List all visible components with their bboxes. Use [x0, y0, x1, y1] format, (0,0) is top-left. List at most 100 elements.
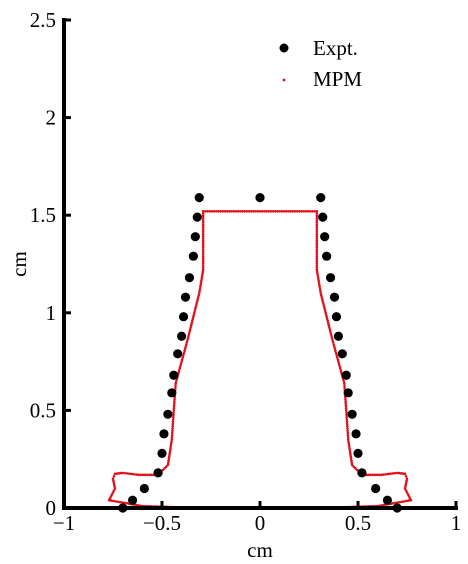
mpm-point — [400, 500, 404, 504]
expt-point — [357, 468, 367, 478]
mpm-point — [315, 266, 319, 269]
mpm-point — [398, 500, 402, 504]
mpm-point — [327, 323, 331, 327]
mpm-point — [409, 498, 413, 502]
mpm-point — [201, 241, 205, 245]
mpm-point — [319, 289, 322, 293]
mpm-point — [330, 336, 334, 340]
mpm-point — [172, 409, 176, 412]
mpm-point — [345, 420, 349, 423]
expt-point — [157, 448, 167, 458]
mpm-point — [344, 399, 347, 403]
mpm-point — [350, 461, 354, 465]
mpm-point — [406, 493, 410, 496]
series-expt — [118, 193, 402, 513]
mpm-point — [172, 402, 176, 405]
mpm-point — [200, 277, 204, 280]
expt-point — [177, 331, 187, 341]
mpm-point — [204, 209, 207, 213]
y-tick-label: 0 — [46, 496, 57, 520]
mpm-point — [170, 438, 174, 441]
mpm-point — [177, 368, 181, 372]
mpm-point — [118, 500, 122, 504]
mpm-point — [116, 500, 120, 504]
mpm-point — [322, 304, 326, 308]
mpm-point — [315, 216, 319, 220]
mpm-point — [181, 356, 185, 359]
mpm-point — [195, 300, 199, 304]
mpm-point — [185, 343, 188, 346]
mpm-point — [201, 252, 205, 256]
mpm-point — [315, 221, 319, 224]
mpm-point — [201, 228, 205, 231]
mpm-point — [391, 502, 395, 505]
mpm-point — [112, 479, 115, 482]
expt-point — [128, 495, 138, 505]
expt-point — [163, 409, 173, 419]
mpm-point — [212, 209, 216, 213]
mpm-point — [348, 451, 352, 454]
mpm-point — [352, 465, 356, 468]
mpm-point — [375, 473, 379, 477]
mpm-point — [405, 479, 408, 482]
mpm-point — [315, 252, 319, 256]
mpm-point — [338, 364, 341, 368]
mpm-point — [397, 471, 401, 475]
mpm-point — [321, 298, 324, 301]
mpm-point — [339, 368, 343, 372]
mpm-point — [243, 209, 246, 213]
mpm-point — [328, 326, 331, 329]
mpm-point — [315, 214, 319, 218]
mpm-point — [404, 474, 408, 478]
mpm-point — [331, 340, 335, 344]
mpm-point — [349, 457, 353, 461]
expt-point — [316, 193, 326, 203]
mpm-point — [201, 261, 205, 265]
mpm-point — [179, 364, 182, 368]
mpm-point — [168, 453, 171, 456]
mpm-point — [315, 237, 319, 240]
mpm-point — [345, 411, 348, 414]
mpm-point — [337, 360, 340, 363]
mpm-point — [267, 209, 271, 213]
mpm-point — [369, 473, 372, 477]
mpm-point — [315, 255, 319, 258]
x-tick-label: 1 — [451, 511, 462, 535]
mpm-point — [239, 209, 242, 213]
mpm-point — [395, 471, 399, 475]
mpm-point — [183, 349, 186, 353]
mpm-point — [324, 313, 328, 316]
mpm-point — [340, 371, 343, 374]
mpm-point — [112, 474, 116, 478]
mpm-point — [389, 472, 392, 476]
mpm-point — [399, 472, 403, 475]
mpm-point — [284, 209, 288, 213]
expt-point — [353, 448, 363, 458]
mpm-point — [304, 209, 308, 213]
mpm-point — [174, 381, 178, 385]
mpm-point — [323, 309, 327, 312]
mpm-point — [201, 225, 205, 229]
mpm-point — [338, 366, 342, 370]
mpm-point — [180, 360, 183, 363]
mpm-point — [201, 216, 205, 220]
y-tick-label: 0.5 — [30, 398, 56, 422]
mpm-point — [173, 397, 176, 401]
expt-point — [139, 483, 149, 494]
expt-point — [255, 193, 265, 203]
mpm-point — [194, 306, 197, 310]
mpm-point — [346, 431, 350, 435]
mpm-point — [113, 487, 117, 490]
mpm-point — [221, 209, 225, 213]
mpm-point — [321, 300, 325, 304]
mpm-point — [108, 496, 112, 500]
mpm-point — [265, 209, 268, 213]
mpm-point — [230, 209, 233, 213]
mpm-point — [113, 472, 117, 476]
mpm-point — [201, 232, 205, 236]
mpm-point — [172, 411, 175, 414]
x-tick-label: −0.5 — [143, 511, 181, 535]
mpm-point — [316, 277, 320, 280]
mpm-point — [403, 472, 407, 476]
